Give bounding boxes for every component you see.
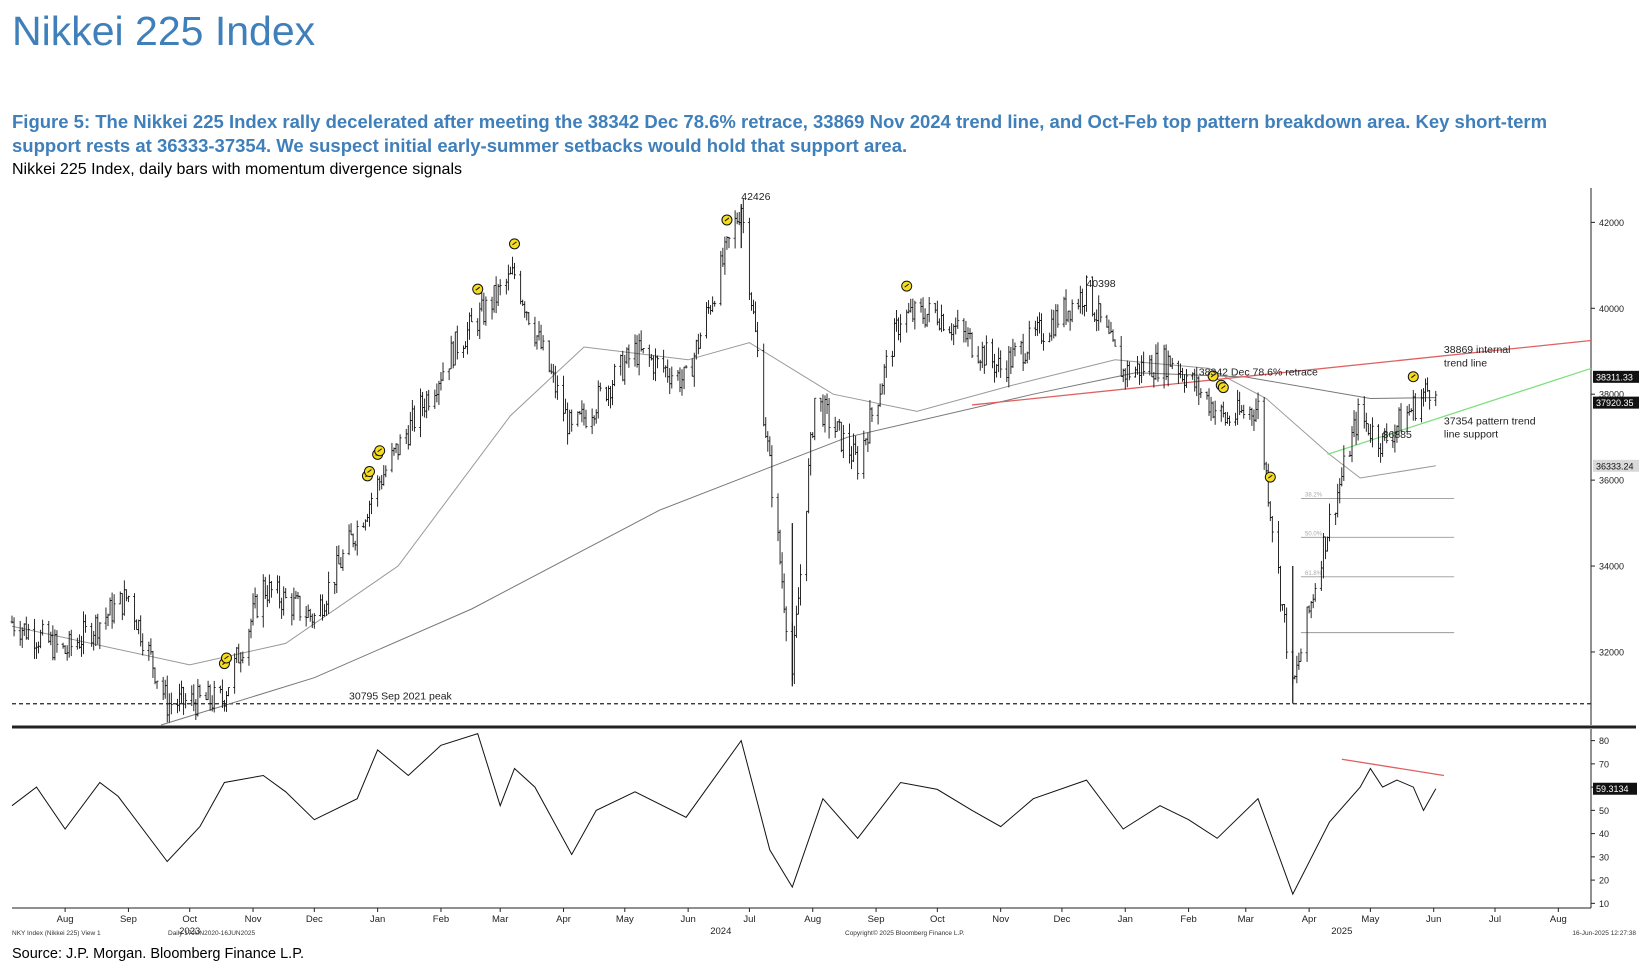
x-month-label: Nov: [245, 914, 262, 925]
divergence-signal-icon: [509, 238, 521, 250]
momentum-divergence-line: [1341, 758, 1445, 777]
chart-annotation: line support: [1444, 428, 1498, 440]
figure-caption: Figure 5: The Nikkei 225 Index rally dec…: [12, 111, 1548, 156]
price-y-tick-label: 38000: [1599, 390, 1624, 400]
x-month-label: Jul: [743, 914, 755, 925]
divergence-signal-icon: [220, 652, 232, 664]
divergence-signal-icon: [374, 445, 386, 457]
x-month-label: Oct: [182, 914, 197, 925]
x-month-label: Nov: [992, 914, 1009, 925]
chart-annotation: trend line: [1444, 358, 1487, 370]
footer-date: 16-Jun-2025 12:27:38: [1572, 930, 1636, 937]
x-month-label: Feb: [433, 914, 449, 925]
price-label-value: 37920.35: [1596, 398, 1634, 408]
x-month-label: Sep: [868, 914, 885, 925]
price-label-box: [1593, 396, 1639, 409]
x-month-label: Jan: [370, 914, 385, 925]
x-month-label: Mar: [1238, 914, 1254, 925]
signal-arrow: [1268, 474, 1273, 479]
momentum-line: [11, 732, 1437, 896]
price-label-value: 38311.33: [1596, 372, 1633, 382]
x-month-label: Sep: [120, 914, 137, 925]
momentum-y-tick-label: 10: [1599, 899, 1609, 909]
x-month-label: Aug: [804, 914, 821, 925]
divergence-signal-icon: [901, 280, 913, 292]
source-note: Source: J.P. Morgan. Bloomberg Finance L…: [12, 946, 305, 962]
signal-arrow: [1221, 385, 1226, 389]
x-month-label: Jul: [1489, 914, 1501, 925]
price-label-box: [1593, 370, 1639, 383]
momentum-y-tick-label: 40: [1599, 829, 1609, 839]
divergence-signal-icon: [1407, 371, 1419, 383]
x-month-label: Oct: [930, 914, 945, 925]
price-label-box: [1593, 459, 1639, 472]
divergence-signal-icon: [721, 214, 733, 226]
divergence-signal-icon: [1264, 471, 1276, 483]
footer-left: NKY Index (Nikkei 225) View 1: [12, 930, 101, 937]
signal-arrow: [1410, 374, 1416, 379]
signal-arrow: [724, 217, 730, 222]
ma-200d-line: [160, 372, 1436, 726]
x-month-label: Apr: [1302, 914, 1317, 925]
x-month-label: Mar: [492, 914, 508, 925]
figure-subtitle: Nikkei 225 Index, daily bars with moment…: [12, 161, 462, 178]
x-month-label: Dec: [306, 914, 323, 925]
pattern-support-trend-line: [1327, 367, 1592, 455]
x-month-label: Aug: [1550, 914, 1567, 925]
momentum-y-tick-label: 70: [1599, 759, 1609, 769]
divergence-signal-icon: [1207, 370, 1219, 382]
momentum-y-tick-label: 80: [1599, 736, 1609, 746]
price-y-tick-label: 40000: [1599, 304, 1624, 314]
signal-arrow: [377, 448, 382, 453]
x-year-label: 2023: [179, 926, 200, 937]
divergence-signal-icon: [472, 283, 484, 295]
x-month-label: Aug: [57, 914, 74, 925]
divergence-signal-icon: [363, 466, 375, 478]
divergence-signal-icon: [1217, 382, 1229, 394]
chart-annotation: 30795 Sep 2021 peak: [349, 691, 453, 703]
fib-level-label: 38.2%: [1305, 493, 1323, 499]
chart-annotation: 36885: [1383, 429, 1412, 441]
x-month-label: May: [1361, 914, 1379, 925]
momentum-y-tick-label: 20: [1599, 876, 1609, 886]
chart-annotation: 38342 Dec 78.6% retrace: [1199, 367, 1318, 379]
chart-annotation: 42426: [741, 191, 770, 203]
x-year-label: 2025: [1331, 926, 1352, 937]
signal-arrow: [224, 655, 229, 660]
chart-annotation: 37354 pattern trend: [1444, 416, 1536, 428]
fib-level-label: 61.8%: [1305, 571, 1323, 577]
x-month-label: Apr: [556, 914, 571, 925]
x-month-label: Jan: [1118, 914, 1133, 925]
internal-trend-line: [971, 339, 1592, 406]
footer-range: Daily 17JUN2020-16JUN2025: [168, 930, 255, 937]
fib-level-label: 50.0%: [1305, 531, 1323, 537]
x-month-label: Feb: [1180, 914, 1196, 925]
momentum-y-tick-label: 30: [1599, 852, 1609, 862]
signal-arrow: [512, 241, 517, 246]
x-month-label: Jun: [1426, 914, 1441, 925]
chart-annotation: 40398: [1086, 278, 1115, 290]
signal-arrow: [904, 283, 909, 288]
page-title: Nikkei 225 Index: [12, 8, 316, 54]
momentum-value-box: [1593, 782, 1637, 795]
price-y-tick-label: 32000: [1599, 647, 1624, 657]
x-month-label: May: [616, 914, 634, 925]
x-month-label: Dec: [1053, 914, 1070, 925]
ma-50d-line: [11, 342, 1436, 666]
price-y-tick-label: 42000: [1599, 218, 1624, 228]
signal-arrow: [367, 469, 372, 473]
signal-arrow: [1210, 373, 1216, 378]
signal-arrow: [475, 286, 481, 291]
x-month-label: Jun: [680, 914, 695, 925]
footer-copyright: Copyright© 2025 Bloomberg Finance L.P.: [845, 929, 965, 937]
x-year-label: 2024: [710, 926, 731, 937]
momentum-y-tick-label: 50: [1599, 806, 1609, 816]
momentum-value-label: 59.3134: [1596, 784, 1629, 794]
nikkei-chart: 38.2% 50.0% 61.8% 42426 40398 38342 Dec 78.6…: [10, 188, 1639, 937]
price-y-tick-label: 34000: [1599, 562, 1624, 572]
price-y-tick-label: 36000: [1599, 476, 1624, 486]
price-label-value: 36333.24: [1596, 461, 1634, 471]
chart-annotation: 38869 internal: [1444, 344, 1511, 356]
